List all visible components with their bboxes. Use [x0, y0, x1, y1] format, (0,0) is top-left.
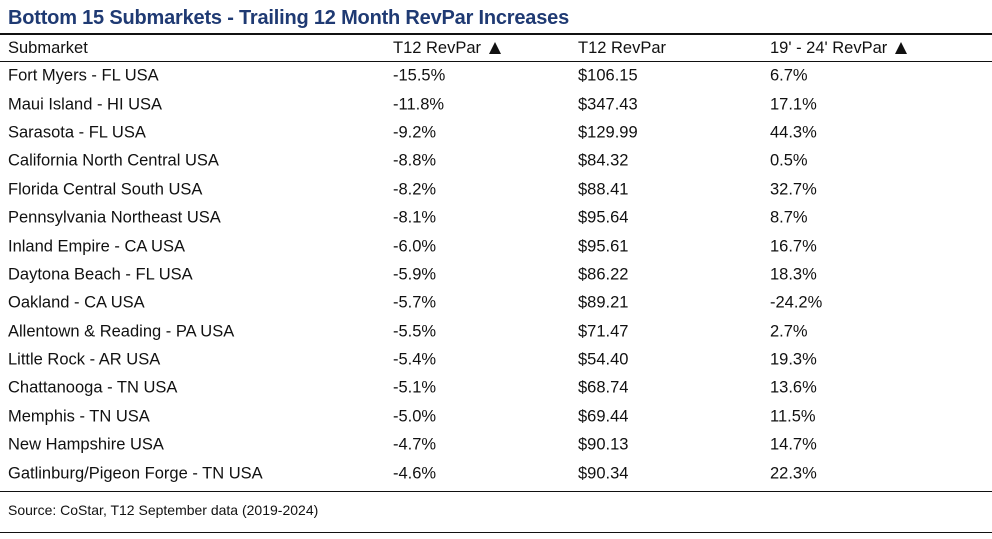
cell-t12-revpar: $71.47	[578, 322, 629, 341]
table-row: Gatlinburg/Pigeon Forge - TN USA -4.6% $90…	[0, 459, 992, 487]
cell-five-year-change: 13.6%	[770, 378, 817, 397]
cell-t12-revpar: $84.32	[578, 151, 629, 170]
cell-t12-change: -5.7%	[393, 293, 437, 312]
table-bottom-rule	[0, 491, 992, 492]
title-rule	[0, 33, 992, 35]
cell-five-year-change: 44.3%	[770, 123, 817, 142]
cell-t12-revpar: $106.15	[578, 66, 638, 85]
table-row: Pennsylvania Northeast USA -8.1% $95.64 8.7…	[0, 204, 992, 232]
cell-t12-revpar: $129.99	[578, 123, 638, 142]
table-row: Oakland - CA USA -5.7% $89.21 -24.2%	[0, 289, 992, 317]
cell-submarket: Allentown & Reading - PA USA	[8, 322, 235, 341]
cell-submarket: Fort Myers - FL USA	[8, 66, 159, 85]
cell-five-year-change: 11.5%	[770, 407, 816, 426]
cell-t12-change: -4.6%	[393, 464, 437, 483]
table-row: Chattanooga - TN USA -5.1% $68.74 13.6%	[0, 374, 992, 402]
cell-t12-change: -8.1%	[393, 208, 437, 227]
cell-five-year-change: 32.7%	[770, 180, 817, 199]
cell-t12-change: -5.1%	[393, 378, 437, 397]
cell-submarket: Oakland - CA USA	[8, 293, 145, 312]
cell-t12-change: -4.7%	[393, 435, 437, 454]
cell-t12-change: -5.5%	[393, 322, 437, 341]
footer-rule	[0, 532, 992, 533]
table-row: Daytona Beach - FL USA -5.9% $86.22 18.3%	[0, 261, 992, 289]
cell-t12-revpar: $89.21	[578, 293, 629, 312]
source-note: Source: CoStar, T12 September data (2019…	[8, 502, 319, 518]
cell-five-year-change: 22.3%	[770, 464, 817, 483]
cell-submarket: Daytona Beach - FL USA	[8, 265, 193, 284]
header-t12-revpar[interactable]: T12 RevPar	[578, 38, 667, 57]
cell-t12-revpar: $54.40	[578, 350, 629, 369]
cell-t12-revpar: $347.43	[578, 95, 638, 114]
cell-submarket: Maui Island - HI USA	[8, 95, 163, 114]
cell-submarket: Memphis - TN USA	[8, 407, 150, 426]
cell-t12-change: -5.9%	[393, 265, 437, 284]
cell-t12-revpar: $88.41	[578, 180, 629, 199]
cell-five-year-change: 0.5%	[770, 151, 808, 170]
cell-submarket: Little Rock - AR USA	[8, 350, 161, 369]
header-label: 19' - 24' RevPar	[770, 38, 888, 57]
header-five-year-revpar[interactable]: 19' - 24' RevPar	[770, 38, 908, 58]
cell-t12-revpar: $69.44	[578, 407, 629, 426]
cell-five-year-change: 14.7%	[770, 435, 817, 454]
cell-t12-revpar: $90.34	[578, 464, 629, 483]
cell-t12-change: -5.4%	[393, 350, 437, 369]
table-title: Bottom 15 Submarkets - Trailing 12 Month…	[8, 7, 570, 29]
cell-t12-change: -6.0%	[393, 237, 437, 256]
cell-t12-revpar: $68.74	[578, 378, 629, 397]
sort-up-icon	[489, 41, 502, 54]
cell-t12-revpar: $95.61	[578, 237, 629, 256]
cell-t12-revpar: $86.22	[578, 265, 629, 284]
table-row: Memphis - TN USA -5.0% $69.44 11.5%	[0, 403, 992, 431]
cell-submarket: Sarasota - FL USA	[8, 123, 146, 142]
table-body: Fort Myers - FL USA -15.5% $106.15 6.7% Maui…	[0, 62, 992, 488]
cell-t12-change: -8.2%	[393, 180, 437, 199]
table-row: Florida Central South USA -8.2% $88.41 32.7…	[0, 176, 992, 204]
cell-submarket: Chattanooga - TN USA	[8, 378, 178, 397]
cell-t12-change: -8.8%	[393, 151, 437, 170]
table-row: California North Central USA -8.8% $84.32 0…	[0, 147, 992, 175]
table-row: New Hampshire USA -4.7% $90.13 14.7%	[0, 431, 992, 459]
cell-t12-change: -11.8%	[393, 95, 445, 114]
cell-submarket: New Hampshire USA	[8, 435, 164, 454]
cell-t12-revpar: $90.13	[578, 435, 629, 454]
header-t12-revpar-change[interactable]: T12 RevPar	[393, 38, 502, 58]
cell-t12-change: -5.0%	[393, 407, 437, 426]
cell-submarket: Gatlinburg/Pigeon Forge - TN USA	[8, 464, 263, 483]
table-row: Sarasota - FL USA -9.2% $129.99 44.3%	[0, 119, 992, 147]
sort-up-icon	[895, 41, 908, 54]
table-row: Maui Island - HI USA -11.8% $347.43 17.1%	[0, 90, 992, 118]
cell-five-year-change: 16.7%	[770, 237, 817, 256]
cell-t12-revpar: $95.64	[578, 208, 629, 227]
cell-submarket: Inland Empire - CA USA	[8, 237, 185, 256]
cell-five-year-change: 18.3%	[770, 265, 817, 284]
cell-five-year-change: 6.7%	[770, 66, 808, 85]
cell-five-year-change: 19.3%	[770, 350, 817, 369]
table-row: Fort Myers - FL USA -15.5% $106.15 6.7%	[0, 62, 992, 90]
table-row: Inland Empire - CA USA -6.0% $95.61 16.7%	[0, 232, 992, 260]
cell-five-year-change: -24.2%	[770, 293, 823, 312]
cell-submarket: California North Central USA	[8, 151, 219, 170]
header-rule	[0, 61, 992, 62]
cell-submarket: Pennsylvania Northeast USA	[8, 208, 221, 227]
table-row: Little Rock - AR USA -5.4% $54.40 19.3%	[0, 346, 992, 374]
cell-five-year-change: 2.7%	[770, 322, 808, 341]
header-label: T12 RevPar	[393, 38, 482, 57]
cell-t12-change: -9.2%	[393, 123, 437, 142]
cell-t12-change: -15.5%	[393, 66, 446, 85]
cell-five-year-change: 17.1%	[770, 95, 817, 114]
header-submarket[interactable]: Submarket	[8, 38, 88, 57]
cell-five-year-change: 8.7%	[770, 208, 808, 227]
table-header: Submarket T12 RevPar T12 RevPar 19' - 24…	[0, 35, 992, 61]
table-row: Allentown & Reading - PA USA -5.5% $71.47 2…	[0, 318, 992, 346]
cell-submarket: Florida Central South USA	[8, 180, 203, 199]
